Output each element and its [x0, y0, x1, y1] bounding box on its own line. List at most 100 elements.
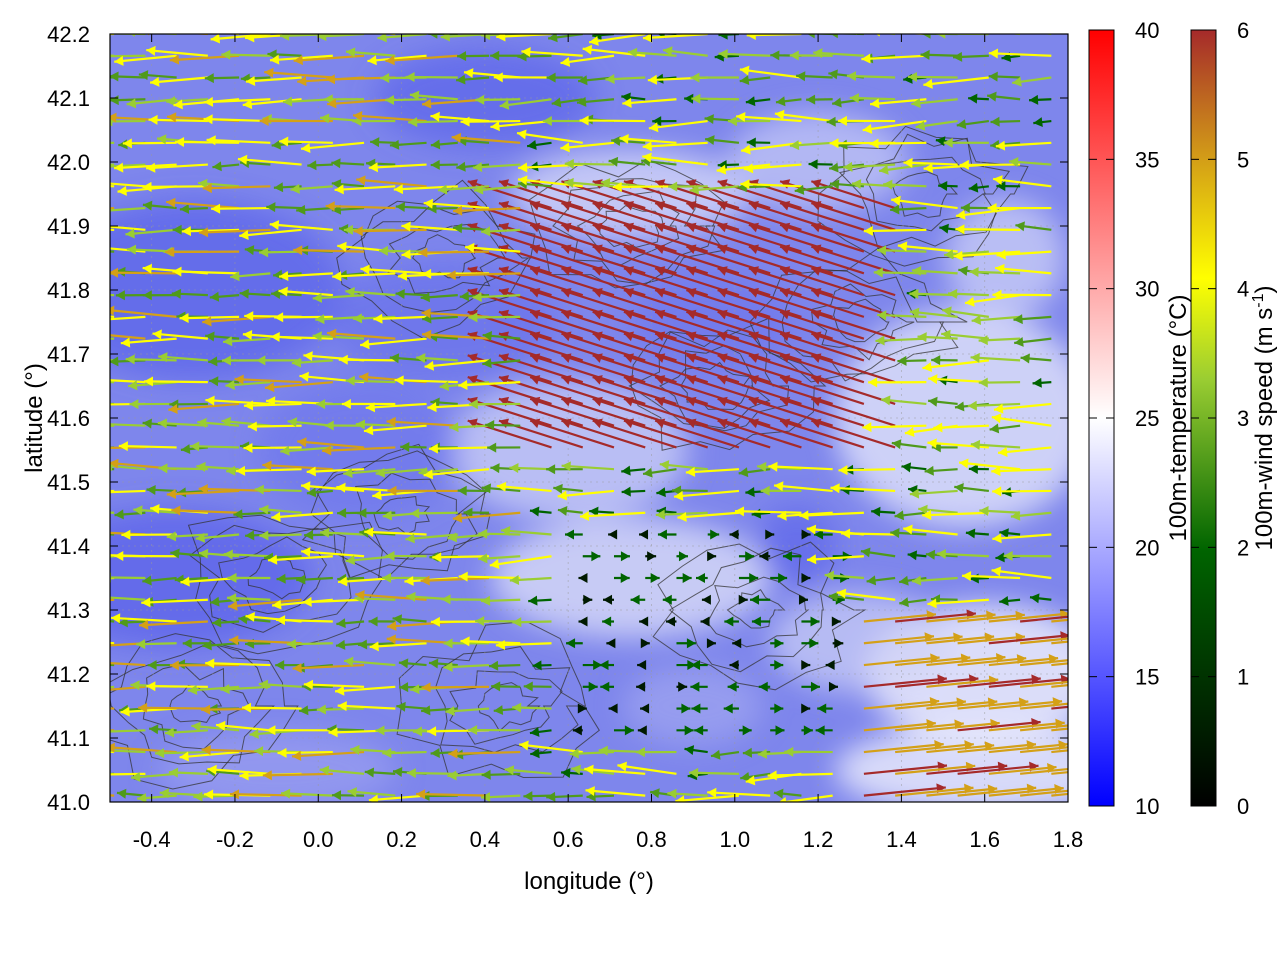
wind-arrow-head: [66, 377, 75, 387]
wind-arrow-head: [82, 315, 91, 325]
wind-arrow-head: [1118, 632, 1127, 642]
x-tick-label: 1.2: [803, 827, 834, 852]
wind-arrow-head: [55, 308, 64, 318]
wind-arrow: [72, 143, 114, 144]
colorbar-tick-label: 4: [1237, 277, 1249, 302]
y-tick-label: 41.0: [47, 790, 90, 815]
colorbar-tick-label: 1: [1237, 665, 1249, 690]
wind-arrow-head: [99, 592, 108, 602]
wind-arrow-head: [93, 419, 102, 429]
wind-arrow: [422, 687, 490, 688]
y-tick-label: 42.1: [47, 86, 90, 111]
colorbar-tick-label: 10: [1135, 794, 1159, 819]
wind-arrow-head: [75, 328, 84, 338]
wind-arrow: [77, 77, 114, 78]
wind-arrow-head: [101, 162, 110, 172]
wind-arrow: [55, 312, 114, 317]
x-tick-label: -0.2: [216, 827, 254, 852]
wind-arrow-head: [72, 139, 81, 149]
wind-arrow: [59, 184, 115, 186]
wind-arrow-head: [1121, 784, 1130, 794]
wind-arrow: [75, 687, 114, 691]
wind-colorbar-title: 100m-wind speed (m s-1): [1250, 286, 1278, 551]
wind-arrow-head: [44, 701, 53, 711]
wind-arrow-head: [76, 642, 85, 652]
wind-arrow-head: [63, 49, 72, 59]
y-tick-label: 41.4: [47, 534, 90, 559]
wind-arrow-head: [81, 770, 90, 780]
wind-arrow: [57, 638, 114, 643]
colorbar-tick-label: 35: [1135, 147, 1159, 172]
wind-arrow-head: [85, 246, 94, 256]
x-tick-label: 1.8: [1053, 827, 1084, 852]
wind-arrow-head: [1126, 696, 1135, 706]
wind-arrow: [336, 28, 395, 34]
wind-arrow-head: [1116, 741, 1125, 751]
wind-arrow-head: [57, 634, 66, 644]
wind-arrow: [102, 577, 145, 578]
x-tick-label: 1.6: [969, 827, 1000, 852]
y-tick-label: 41.1: [47, 726, 90, 751]
colorbar-tick-label: 20: [1135, 535, 1159, 560]
wind-arrow-head: [59, 180, 68, 190]
y-tick-label: 41.7: [47, 342, 90, 367]
wind-arrow-head: [100, 205, 109, 215]
wind-arrow-head: [90, 178, 99, 188]
x-axis-title: longitude (°): [524, 868, 654, 895]
colorbar-tick-label: 5: [1237, 147, 1249, 172]
wind-arrow: [44, 706, 115, 708]
wind-arrow: [50, 121, 114, 124]
x-tick-label: 0.8: [636, 827, 667, 852]
colorbar-tick-label: 3: [1237, 406, 1249, 431]
wind-arrow: [69, 512, 115, 513]
wind-arrow-head: [1114, 675, 1123, 685]
wind-arrow-head: [92, 375, 101, 385]
x-tick-label: 0.6: [553, 827, 584, 852]
wind-arrow: [1006, 27, 1052, 34]
y-axis-title: latitude (°): [21, 363, 48, 473]
x-tick-label: -0.4: [133, 827, 171, 852]
wind-arrow: [175, 142, 239, 143]
wind-arrow: [429, 447, 489, 448]
wind-arrow: [42, 208, 114, 213]
wind-colorbar: 0 1 2 3 4 5 6 100m-wind speed (m s-1): [1191, 18, 1278, 819]
colorbar-tick-label: 15: [1135, 665, 1159, 690]
colorbar-tick-label: 2: [1237, 535, 1249, 560]
temperature-patch: [770, 592, 950, 692]
wind-arrow-head: [84, 242, 93, 252]
x-tick-label: 1.4: [886, 827, 917, 852]
colorbar-tick-label: 25: [1135, 406, 1159, 431]
temperature-patch: [623, 666, 763, 746]
wind-arrow: [59, 578, 114, 580]
wind-arrow-head: [74, 687, 83, 697]
wind-arrow: [144, 381, 208, 382]
wind-arrow: [173, 28, 239, 34]
wind-arrow: [146, 686, 208, 687]
y-tick-label: 41.6: [47, 406, 90, 431]
y-tick-label: 41.8: [47, 278, 90, 303]
wind-arrow: [864, 230, 927, 231]
y-tick-label: 41.9: [47, 214, 90, 239]
wind-arrow-head: [95, 28, 104, 38]
wind-arrow-head: [88, 769, 97, 779]
plot-area: [32, 24, 1135, 815]
wind-arrow: [72, 273, 114, 275]
wind-arrow: [848, 29, 895, 34]
wind-arrow-head: [1080, 632, 1089, 642]
wind-arrow: [418, 252, 489, 253]
colorbar-tick-label: 30: [1135, 277, 1159, 302]
colorbar-tick-label: 6: [1237, 18, 1249, 43]
y-tick-label: 41.3: [47, 598, 90, 623]
wind-arrow: [138, 708, 208, 709]
colorbar-tick-label: 40: [1135, 18, 1159, 43]
wind-arrow: [613, 186, 677, 187]
colorbar-tick-label: 0: [1237, 794, 1249, 819]
wind-arrow-head: [173, 24, 182, 34]
wind-arrow-head: [89, 464, 98, 474]
wind-arrow: [580, 120, 646, 121]
wind-arrow-head: [1113, 763, 1122, 773]
wind-arrow-head: [336, 24, 345, 34]
wind-arrow: [955, 229, 1020, 230]
